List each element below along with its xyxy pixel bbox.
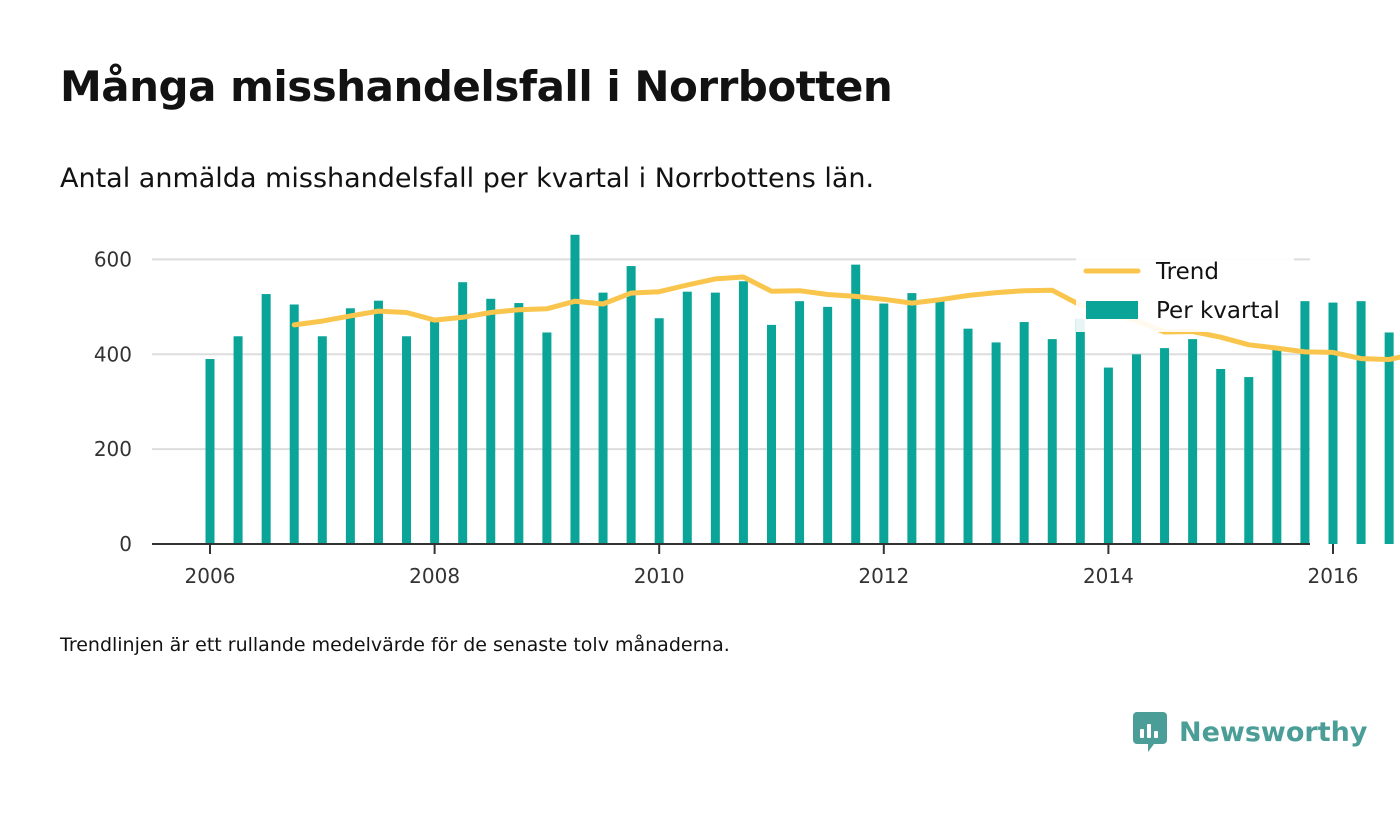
- bar: [1075, 318, 1085, 544]
- bar: [486, 298, 496, 544]
- bar: [1103, 367, 1113, 544]
- bar: [1244, 377, 1254, 544]
- bar: [402, 336, 412, 544]
- legend-bars-label: Per kvartal: [1156, 298, 1280, 324]
- bar: [738, 281, 748, 544]
- bar: [458, 282, 468, 544]
- bar: [570, 234, 580, 544]
- trend-line-group: [291, 274, 1400, 362]
- bar: [626, 266, 636, 544]
- bar: [261, 294, 271, 544]
- newsworthy-logo-icon: [1133, 712, 1167, 752]
- bar: [598, 292, 608, 544]
- bar: [710, 292, 720, 544]
- x-tick-label: 2012: [858, 564, 909, 588]
- bar: [542, 332, 552, 544]
- bar: [991, 342, 1001, 544]
- bar: [289, 304, 299, 544]
- bar: [879, 303, 889, 544]
- x-tick-label: 2014: [1083, 564, 1134, 588]
- trend-line: [291, 274, 1400, 362]
- bar: [823, 306, 833, 544]
- bar: [654, 318, 664, 544]
- y-tick-label: 400: [94, 342, 132, 366]
- y-tick-label: 200: [94, 437, 132, 461]
- bar: [935, 300, 945, 544]
- legend-trend-label: Trend: [1155, 259, 1219, 285]
- bar: [851, 264, 861, 544]
- bar: [1384, 332, 1394, 544]
- brand-name: Newsworthy: [1179, 716, 1368, 748]
- bar: [1131, 354, 1141, 544]
- bar: [795, 301, 805, 544]
- bar: [1272, 349, 1282, 544]
- bar: [430, 321, 440, 544]
- bar: [1216, 368, 1226, 544]
- legend-bars-swatch: [1086, 301, 1138, 319]
- x-tick-label: 2006: [185, 564, 236, 588]
- bar: [317, 336, 327, 544]
- bar: [682, 291, 692, 544]
- bar: [1328, 302, 1338, 544]
- legend: Trend Per kvartal: [1076, 250, 1294, 332]
- bar: [373, 300, 383, 544]
- bar: [1188, 339, 1198, 544]
- bar: [205, 359, 215, 544]
- bar: [233, 336, 243, 544]
- chart-title: Många misshandelsfall i Norrbotten: [60, 62, 893, 111]
- y-tick-label: 600: [94, 247, 132, 271]
- x-tick-label: 2008: [409, 564, 460, 588]
- x-tick-label: 2010: [634, 564, 685, 588]
- bar: [1300, 301, 1310, 544]
- bar: [1047, 339, 1057, 544]
- bar: [907, 293, 917, 544]
- bar: [1160, 348, 1170, 544]
- bar: [1019, 322, 1029, 544]
- bar: [963, 328, 973, 544]
- chart-note: Trendlinjen är ett rullande medelvärde f…: [60, 634, 730, 656]
- bar: [345, 308, 355, 544]
- chart: 0200400600200620082010201220142016201820…: [94, 234, 1400, 588]
- brand: Newsworthy: [1133, 712, 1367, 752]
- y-tick-label: 0: [119, 532, 132, 556]
- x-tick-label: 2016: [1308, 564, 1359, 588]
- axes: 0200400600200620082010201220142016201820…: [94, 247, 1359, 588]
- bar: [514, 303, 524, 544]
- bar: [1356, 301, 1366, 544]
- bars: [205, 234, 1394, 544]
- chart-subtitle: Antal anmälda misshandelsfall per kvarta…: [60, 163, 875, 194]
- bar: [767, 324, 776, 544]
